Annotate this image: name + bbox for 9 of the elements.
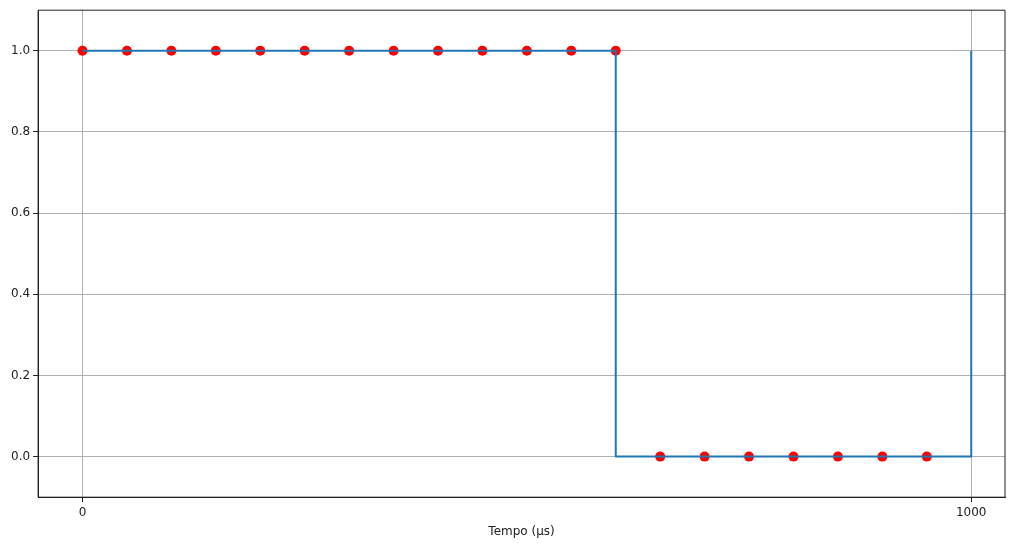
x-tick-label: 0 [78, 504, 87, 519]
y-tick-label: 0.8 [10, 124, 31, 139]
y-tick-label: 0.2 [10, 367, 31, 382]
x-axis-title: Tempo (µs) [487, 523, 555, 538]
x-tick-label: 1000 [955, 504, 987, 519]
y-tick-label: 1.0 [10, 42, 31, 57]
y-tick-label: 0.4 [10, 286, 31, 301]
y-tick-label: 0.6 [10, 205, 31, 220]
y-tick-label: 0.0 [10, 448, 31, 463]
